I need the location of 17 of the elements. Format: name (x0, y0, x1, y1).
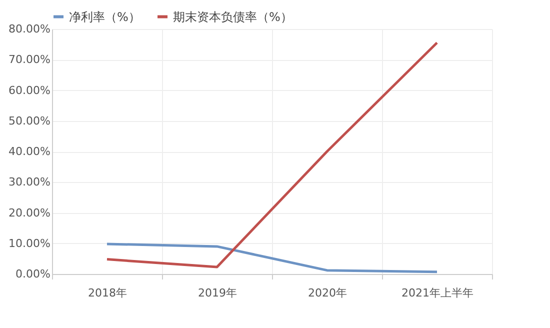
x-tick-label: 2019年 (198, 286, 237, 300)
y-tick-label: 0.00% (16, 268, 50, 280)
y-tick-label: 30.00% (8, 176, 50, 189)
line-series (106, 242, 438, 274)
y-tick-label: 40.00% (8, 145, 50, 158)
line-series (106, 42, 438, 268)
x-tick-label: 2020年 (308, 286, 347, 300)
y-tick-label: 60.00% (8, 84, 50, 97)
y-tick-label: 80.00% (8, 22, 50, 36)
x-tick-label: 2018年 (88, 286, 127, 300)
x-tick-label: 2021年上半年 (402, 286, 474, 300)
y-tick-label: 20.00% (8, 206, 50, 220)
y-tick-label: 50.00% (8, 114, 50, 128)
y-tick-label: 10.00% (8, 236, 50, 250)
legend-label: 净利率（%） (69, 10, 140, 24)
y-tick-label: 70.00% (8, 53, 50, 66)
legend-label: 期末资本负债率（%） (173, 10, 292, 24)
